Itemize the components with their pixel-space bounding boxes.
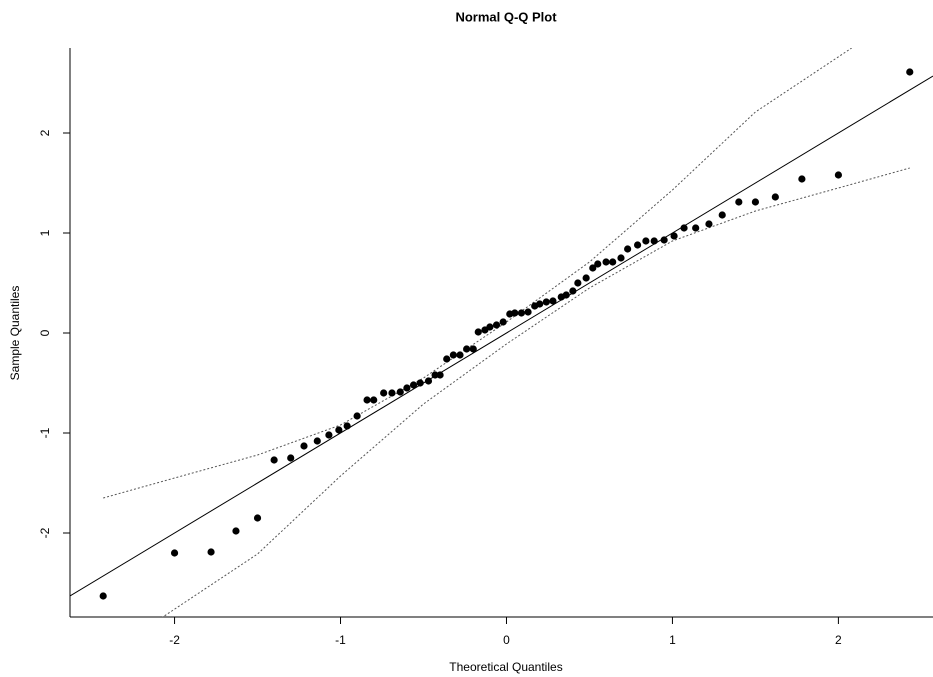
point xyxy=(253,514,262,522)
point xyxy=(834,171,843,179)
x-tick-label: 1 xyxy=(669,633,676,647)
point xyxy=(353,412,361,420)
point xyxy=(524,308,532,316)
point xyxy=(536,300,544,308)
point xyxy=(456,351,464,359)
point xyxy=(771,193,779,201)
x-tick-label: -2 xyxy=(169,633,180,647)
y-axis-label: Sample Quantiles xyxy=(8,286,22,381)
point xyxy=(705,220,713,228)
point xyxy=(270,456,278,464)
point xyxy=(380,389,388,397)
point xyxy=(680,224,688,232)
point xyxy=(416,379,424,387)
point xyxy=(388,389,396,397)
point xyxy=(449,351,457,359)
point xyxy=(335,426,343,434)
point xyxy=(670,232,678,240)
point xyxy=(624,245,632,253)
x-tick-label: 0 xyxy=(503,633,510,647)
point xyxy=(692,224,700,232)
point xyxy=(99,592,107,600)
point xyxy=(363,396,371,404)
point xyxy=(396,388,404,396)
point xyxy=(633,241,642,249)
y-tick-label: 0 xyxy=(38,329,52,336)
point xyxy=(511,309,519,317)
y-tick-label: 2 xyxy=(38,129,52,136)
point xyxy=(602,258,610,266)
point xyxy=(474,328,482,336)
point xyxy=(617,254,625,262)
point xyxy=(424,377,433,385)
point xyxy=(170,549,179,557)
x-tick-label: -1 xyxy=(335,633,346,647)
point xyxy=(517,309,526,317)
point xyxy=(718,211,726,219)
reference-line xyxy=(70,75,933,597)
point xyxy=(469,345,477,353)
point xyxy=(499,318,507,326)
plot-area xyxy=(70,48,933,617)
point xyxy=(906,68,914,76)
point xyxy=(594,260,602,268)
point xyxy=(232,527,240,535)
confidence-band xyxy=(161,167,910,617)
point xyxy=(589,264,597,272)
x-axis-label: Theoretical Quantiles xyxy=(449,660,562,674)
point xyxy=(403,384,411,392)
point xyxy=(751,198,760,206)
y-tick-label: 1 xyxy=(38,229,52,236)
point xyxy=(436,371,444,379)
point xyxy=(582,274,590,282)
y-tick-label: -2 xyxy=(38,527,52,538)
point xyxy=(463,345,471,353)
point xyxy=(370,396,378,404)
chart-title: Normal Q-Q Plot xyxy=(455,9,557,24)
point xyxy=(562,291,570,299)
point xyxy=(431,371,439,379)
point xyxy=(313,437,321,445)
point xyxy=(492,321,501,329)
point xyxy=(735,198,743,206)
y-tick-label: -1 xyxy=(38,427,52,438)
point xyxy=(443,355,451,363)
point xyxy=(542,298,550,306)
confidence-band xyxy=(103,48,852,499)
point xyxy=(798,175,806,183)
point xyxy=(343,422,351,430)
point xyxy=(574,279,582,287)
point xyxy=(207,548,215,556)
point xyxy=(569,287,577,295)
point xyxy=(549,297,557,305)
x-tick-label: 2 xyxy=(835,633,842,647)
point xyxy=(660,236,668,244)
point xyxy=(325,431,333,439)
point xyxy=(300,442,308,450)
point xyxy=(642,237,650,245)
point xyxy=(287,454,295,462)
point xyxy=(609,258,617,266)
point xyxy=(486,323,494,331)
point xyxy=(409,381,418,389)
point xyxy=(650,237,658,245)
